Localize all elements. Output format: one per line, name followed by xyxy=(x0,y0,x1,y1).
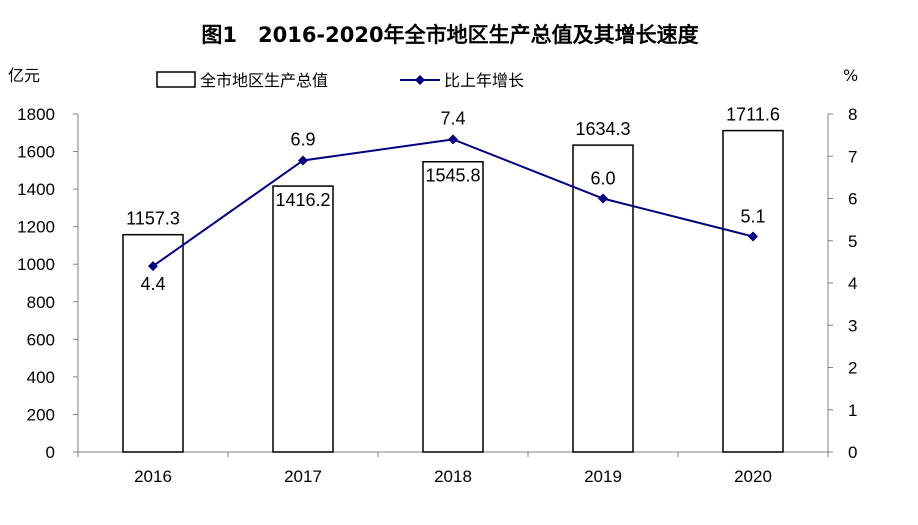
chart-title: 图1 2016-2020年全市地区生产总值及其增长速度 xyxy=(201,23,698,47)
legend-bar-swatch xyxy=(156,71,196,88)
right-tick-label: 4 xyxy=(848,274,857,293)
legend-bar-label: 全市地区生产总值 xyxy=(200,71,328,90)
right-tick-label: 3 xyxy=(848,316,857,335)
legend: 全市地区生产总值 比上年增长 xyxy=(156,71,524,90)
x-tick-label: 2016 xyxy=(134,467,172,486)
growth-value-label: 6.9 xyxy=(290,129,315,149)
right-tick-label: 7 xyxy=(848,147,857,166)
right-tick-label: 2 xyxy=(848,359,857,378)
left-tick-label: 1600 xyxy=(17,143,55,162)
left-tick-label: 1800 xyxy=(17,105,55,124)
growth-point-2017 xyxy=(298,155,308,166)
growth-point-2020 xyxy=(748,231,758,242)
x-tick-label: 2020 xyxy=(734,467,772,486)
left-tick-label: 200 xyxy=(27,405,55,424)
growth-point-2019 xyxy=(598,193,608,204)
x-tick-label: 2017 xyxy=(284,467,322,486)
bar-value-label: 1545.8 xyxy=(425,166,480,186)
bar-value-label: 1711.6 xyxy=(726,105,780,125)
right-tick-label: 1 xyxy=(848,401,857,420)
x-tick-label: 2018 xyxy=(434,467,472,486)
left-tick-label: 1000 xyxy=(17,255,55,274)
right-tick-label: 5 xyxy=(848,232,857,251)
growth-point-2016 xyxy=(148,261,158,272)
bar-2020 xyxy=(722,129,784,453)
axes: 0 200 400 600 800 1000 1200 1400 1600 1800 0 1 2 3 4 5 6… xyxy=(17,105,857,486)
bar-value-label: 1157.3 xyxy=(126,209,180,229)
growth-value-label: 5.1 xyxy=(740,207,765,227)
left-tick-label: 1400 xyxy=(17,180,55,199)
bars xyxy=(122,129,784,453)
left-tick-label: 400 xyxy=(27,368,55,387)
legend-line-marker xyxy=(415,75,425,85)
left-tick-label: 1200 xyxy=(17,218,55,237)
growth-line xyxy=(148,134,758,272)
right-tick-label: 6 xyxy=(848,190,857,209)
data-labels: 1157.3 1416.2 1545.8 1634.3 1711.6 4.4 6.9 7.4 6… xyxy=(126,105,780,295)
bar-2017 xyxy=(272,185,334,453)
x-tick-label: 2019 xyxy=(584,467,622,486)
bar-2018 xyxy=(422,160,484,453)
growth-value-label: 7.4 xyxy=(440,108,465,128)
left-tick-label: 600 xyxy=(27,330,55,349)
legend-line-label: 比上年增长 xyxy=(444,71,524,90)
growth-point-2018 xyxy=(448,134,458,145)
bar-value-label: 1416.2 xyxy=(275,190,330,210)
bar-value-label: 1634.3 xyxy=(575,119,630,139)
growth-value-label: 6.0 xyxy=(590,169,615,189)
left-tick-label: 0 xyxy=(46,443,55,462)
right-tick-label: 8 xyxy=(848,105,857,124)
left-tick-label: 800 xyxy=(27,293,55,312)
left-axis-unit: 亿元 xyxy=(8,66,40,85)
growth-value-label: 4.4 xyxy=(140,274,165,294)
right-tick-label: 0 xyxy=(848,443,857,462)
right-axis-unit: % xyxy=(843,66,858,85)
